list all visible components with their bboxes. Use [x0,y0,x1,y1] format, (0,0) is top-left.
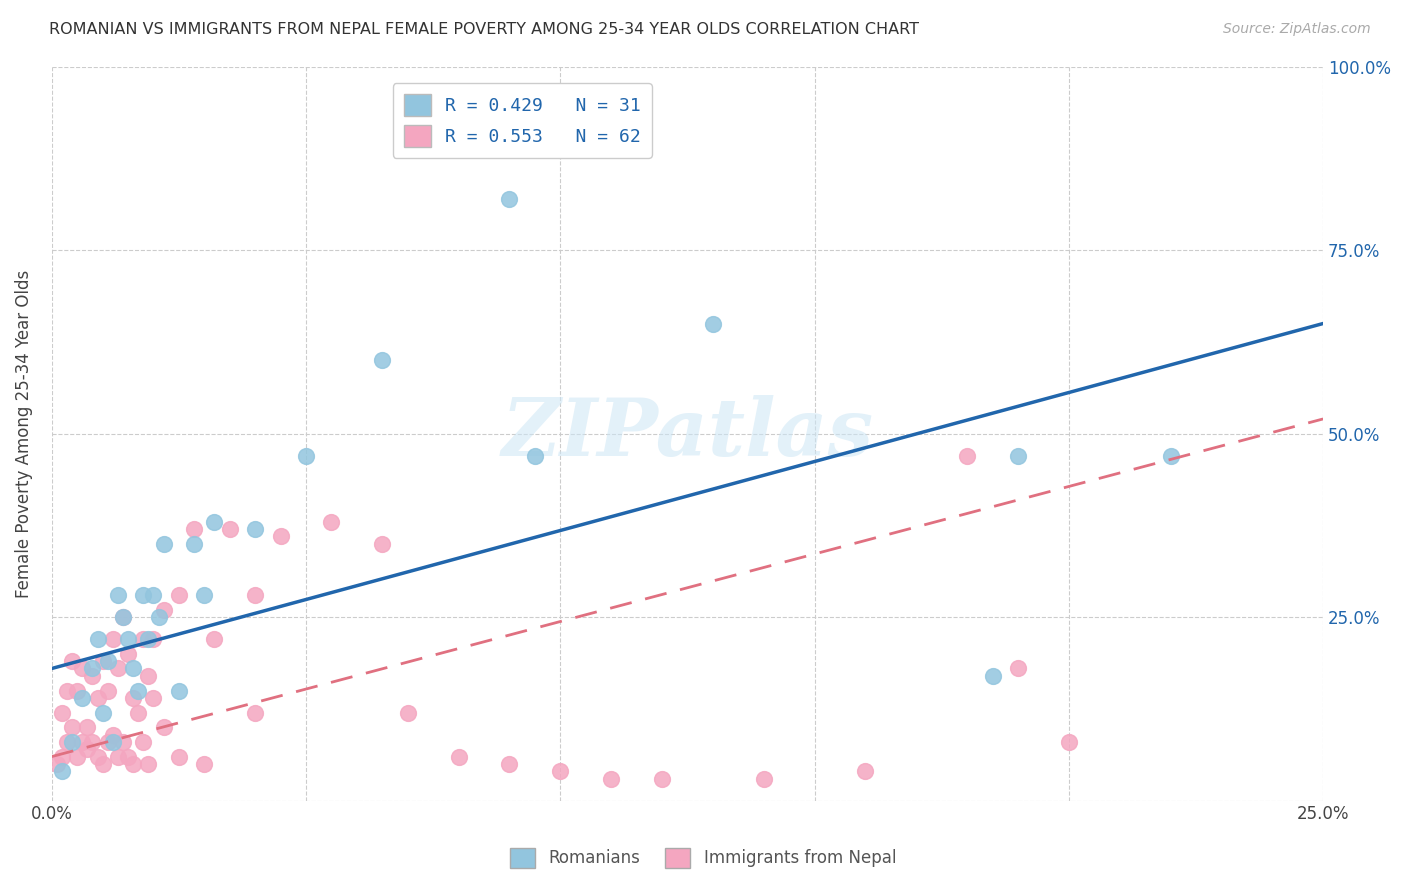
Point [138,632,160,647]
Point [51,706,73,720]
Point [152,603,174,617]
Point [183,522,205,536]
Point [651,772,673,786]
Point [117,632,139,647]
Point [82,735,104,749]
Point [101,632,124,647]
Point [91,654,114,668]
Point [101,735,124,749]
Point [138,756,160,771]
Text: ROMANIAN VS IMMIGRANTS FROM NEPAL FEMALE POVERTY AMONG 25-34 YEAR OLDS CORRELATI: ROMANIAN VS IMMIGRANTS FROM NEPAL FEMALE… [49,22,920,37]
Point [702,317,724,331]
Point [981,669,1004,683]
Point [45,756,67,771]
Point [82,661,104,675]
Point [183,537,205,551]
Point [66,749,89,764]
Point [127,683,149,698]
Point [193,756,215,771]
Point [56,683,79,698]
Point [270,529,292,543]
Point [498,756,520,771]
Point [111,735,134,749]
Point [122,661,145,675]
Point [855,764,877,779]
Point [91,706,114,720]
Point [152,720,174,734]
Point [76,742,98,756]
Point [132,632,155,647]
Point [117,749,139,764]
Point [86,690,108,705]
Point [498,192,520,206]
Point [127,706,149,720]
Point [97,654,120,668]
Point [56,735,79,749]
Point [111,610,134,624]
Point [51,764,73,779]
Point [204,515,226,529]
Point [204,632,226,647]
Point [86,749,108,764]
Point [371,537,394,551]
Point [142,632,165,647]
Point [152,537,174,551]
Point [138,669,160,683]
Point [82,669,104,683]
Point [956,449,979,463]
Point [243,522,266,536]
Point [72,661,94,675]
Point [86,632,108,647]
Point [132,735,155,749]
Legend: R = 0.429   N = 31, R = 0.553   N = 62: R = 0.429 N = 31, R = 0.553 N = 62 [392,83,651,158]
Point [295,449,318,463]
Point [1160,449,1182,463]
Point [97,683,120,698]
Point [132,588,155,602]
Point [193,588,215,602]
Point [1007,661,1029,675]
Point [1057,735,1080,749]
Point [167,588,190,602]
Point [122,756,145,771]
Point [91,756,114,771]
Point [371,353,394,368]
Text: Source: ZipAtlas.com: Source: ZipAtlas.com [1223,22,1371,37]
Point [600,772,623,786]
Point [107,588,129,602]
Point [447,749,470,764]
Point [321,515,343,529]
Point [142,588,165,602]
Point [167,683,190,698]
Point [1007,449,1029,463]
Point [243,706,266,720]
Point [117,647,139,661]
Point [243,588,266,602]
Point [51,749,73,764]
Text: ZIPatlas: ZIPatlas [502,395,873,473]
Point [396,706,419,720]
Point [550,764,572,779]
Legend: Romanians, Immigrants from Nepal: Romanians, Immigrants from Nepal [503,841,903,875]
Point [107,749,129,764]
Point [97,735,120,749]
Point [60,735,83,749]
Point [72,690,94,705]
Point [523,449,546,463]
Point [101,727,124,741]
Point [148,610,170,624]
Point [76,720,98,734]
Point [60,720,83,734]
Point [122,690,145,705]
Point [66,683,89,698]
Point [142,690,165,705]
Point [111,610,134,624]
Point [218,522,240,536]
Point [107,661,129,675]
Point [60,654,83,668]
Y-axis label: Female Poverty Among 25-34 Year Olds: Female Poverty Among 25-34 Year Olds [15,269,32,598]
Point [167,749,190,764]
Point [752,772,775,786]
Point [72,735,94,749]
